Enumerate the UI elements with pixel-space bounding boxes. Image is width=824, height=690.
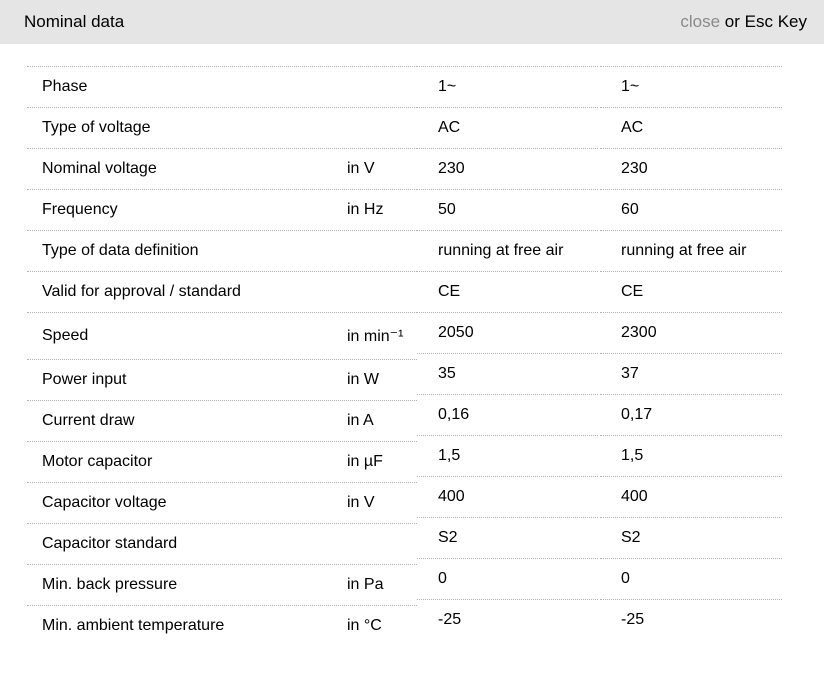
row-label: Capacitor voltage [42, 494, 167, 511]
row-value-1: 230 [417, 148, 598, 189]
table-row-label: Min. back pressure in Pa [27, 564, 417, 605]
row-value-2: 1,5 [600, 435, 782, 476]
label-column: Phase Type of voltage Nominal voltage in… [27, 66, 417, 646]
row-value-2: 0,17 [600, 394, 782, 435]
row-value-2: -25 [600, 599, 782, 640]
row-value-1: 0,16 [417, 394, 598, 435]
table-row-values: -25 -25 [417, 599, 782, 640]
close-button[interactable]: close [680, 12, 721, 31]
table-row-values: CE CE [417, 271, 782, 312]
row-value-2: 230 [600, 148, 782, 189]
row-unit: in W [347, 371, 379, 388]
nominal-data-table: Phase Type of voltage Nominal voltage in… [27, 66, 782, 646]
row-value-2: AC [600, 107, 782, 148]
row-value-2: 0 [600, 558, 782, 599]
row-value-2: 1~ [600, 66, 782, 107]
row-value-1: 35 [417, 353, 598, 394]
row-value-1: 0 [417, 558, 598, 599]
table-row-values: 1,5 1,5 [417, 435, 782, 476]
row-value-2: running at free air [600, 230, 782, 271]
table-row-label: Nominal voltage in V [27, 148, 417, 189]
table-row-values: 400 400 [417, 476, 782, 517]
table-row-values: 230 230 [417, 148, 782, 189]
row-label: Phase [42, 78, 88, 95]
row-label: Power input [42, 371, 127, 388]
table-row-values: 1~ 1~ [417, 66, 782, 107]
row-label: Type of voltage [42, 119, 151, 136]
table-row-label: Current draw in A [27, 400, 417, 441]
row-value-1: -25 [417, 599, 598, 640]
row-value-2: S2 [600, 517, 782, 558]
table-row-label: Speed in min⁻¹ [27, 312, 417, 359]
table-row-values: running at free air running at free air [417, 230, 782, 271]
modal-header: Nominal data close or Esc Key [0, 0, 824, 44]
row-label: Nominal voltage [42, 160, 157, 177]
row-unit: in °C [347, 617, 382, 634]
row-value-1: running at free air [417, 230, 598, 271]
row-label: Valid for approval / standard [42, 283, 241, 300]
row-label: Motor capacitor [42, 453, 153, 470]
row-unit: in µF [347, 453, 383, 470]
table-row-label: Motor capacitor in µF [27, 441, 417, 482]
table-row-label: Frequency in Hz [27, 189, 417, 230]
values-column: 1~ 1~ AC AC 230 230 50 60 running at fre… [417, 66, 782, 640]
row-label: Frequency [42, 201, 118, 218]
row-value-1: 1~ [417, 66, 598, 107]
row-value-2: 2300 [600, 312, 782, 353]
table-row-label: Power input in W [27, 359, 417, 400]
row-value-1: 50 [417, 189, 598, 230]
row-unit: in A [347, 412, 374, 429]
table-row-values: 0,16 0,17 [417, 394, 782, 435]
table-row-values: 0 0 [417, 558, 782, 599]
table-row-label: Type of data definition [27, 230, 417, 271]
row-value-1: AC [417, 107, 598, 148]
modal-title: Nominal data [24, 12, 125, 31]
table-row-values: 35 37 [417, 353, 782, 394]
row-label: Current draw [42, 412, 135, 429]
row-value-2: 400 [600, 476, 782, 517]
table-row-label: Valid for approval / standard [27, 271, 417, 312]
row-value-1: S2 [417, 517, 598, 558]
row-value-1: CE [417, 271, 598, 312]
row-value-1: 400 [417, 476, 598, 517]
row-label: Speed [42, 327, 89, 344]
row-label: Min. ambient temperature [42, 617, 225, 634]
table-row-values: 50 60 [417, 189, 782, 230]
row-unit: in V [347, 494, 375, 511]
row-unit: in Pa [347, 576, 384, 593]
table-row-values: S2 S2 [417, 517, 782, 558]
table-row-label: Min. ambient temperature in °C [27, 605, 417, 646]
row-value-2: 60 [600, 189, 782, 230]
table-row-label: Phase [27, 66, 417, 107]
esc-key-hint: or Esc Key [720, 12, 807, 31]
row-unit: in Hz [347, 201, 384, 218]
table-row-values: AC AC [417, 107, 782, 148]
table-row-values: 2050 2300 [417, 312, 782, 353]
row-label: Type of data definition [42, 242, 199, 259]
row-value-2: 37 [600, 353, 782, 394]
row-unit: in V [347, 160, 375, 177]
table-row-label: Type of voltage [27, 107, 417, 148]
row-value-1: 1,5 [417, 435, 598, 476]
row-unit: in min⁻¹ [347, 328, 404, 345]
row-value-2: CE [600, 271, 782, 312]
close-area: close or Esc Key [680, 12, 807, 32]
row-label: Min. back pressure [42, 576, 178, 593]
nominal-data-modal: Nominal data close or Esc Key Phase Type… [0, 0, 824, 646]
table-row-label: Capacitor standard [27, 523, 417, 564]
table-row-label: Capacitor voltage in V [27, 482, 417, 523]
row-value-1: 2050 [417, 312, 598, 353]
row-label: Capacitor standard [42, 535, 178, 552]
